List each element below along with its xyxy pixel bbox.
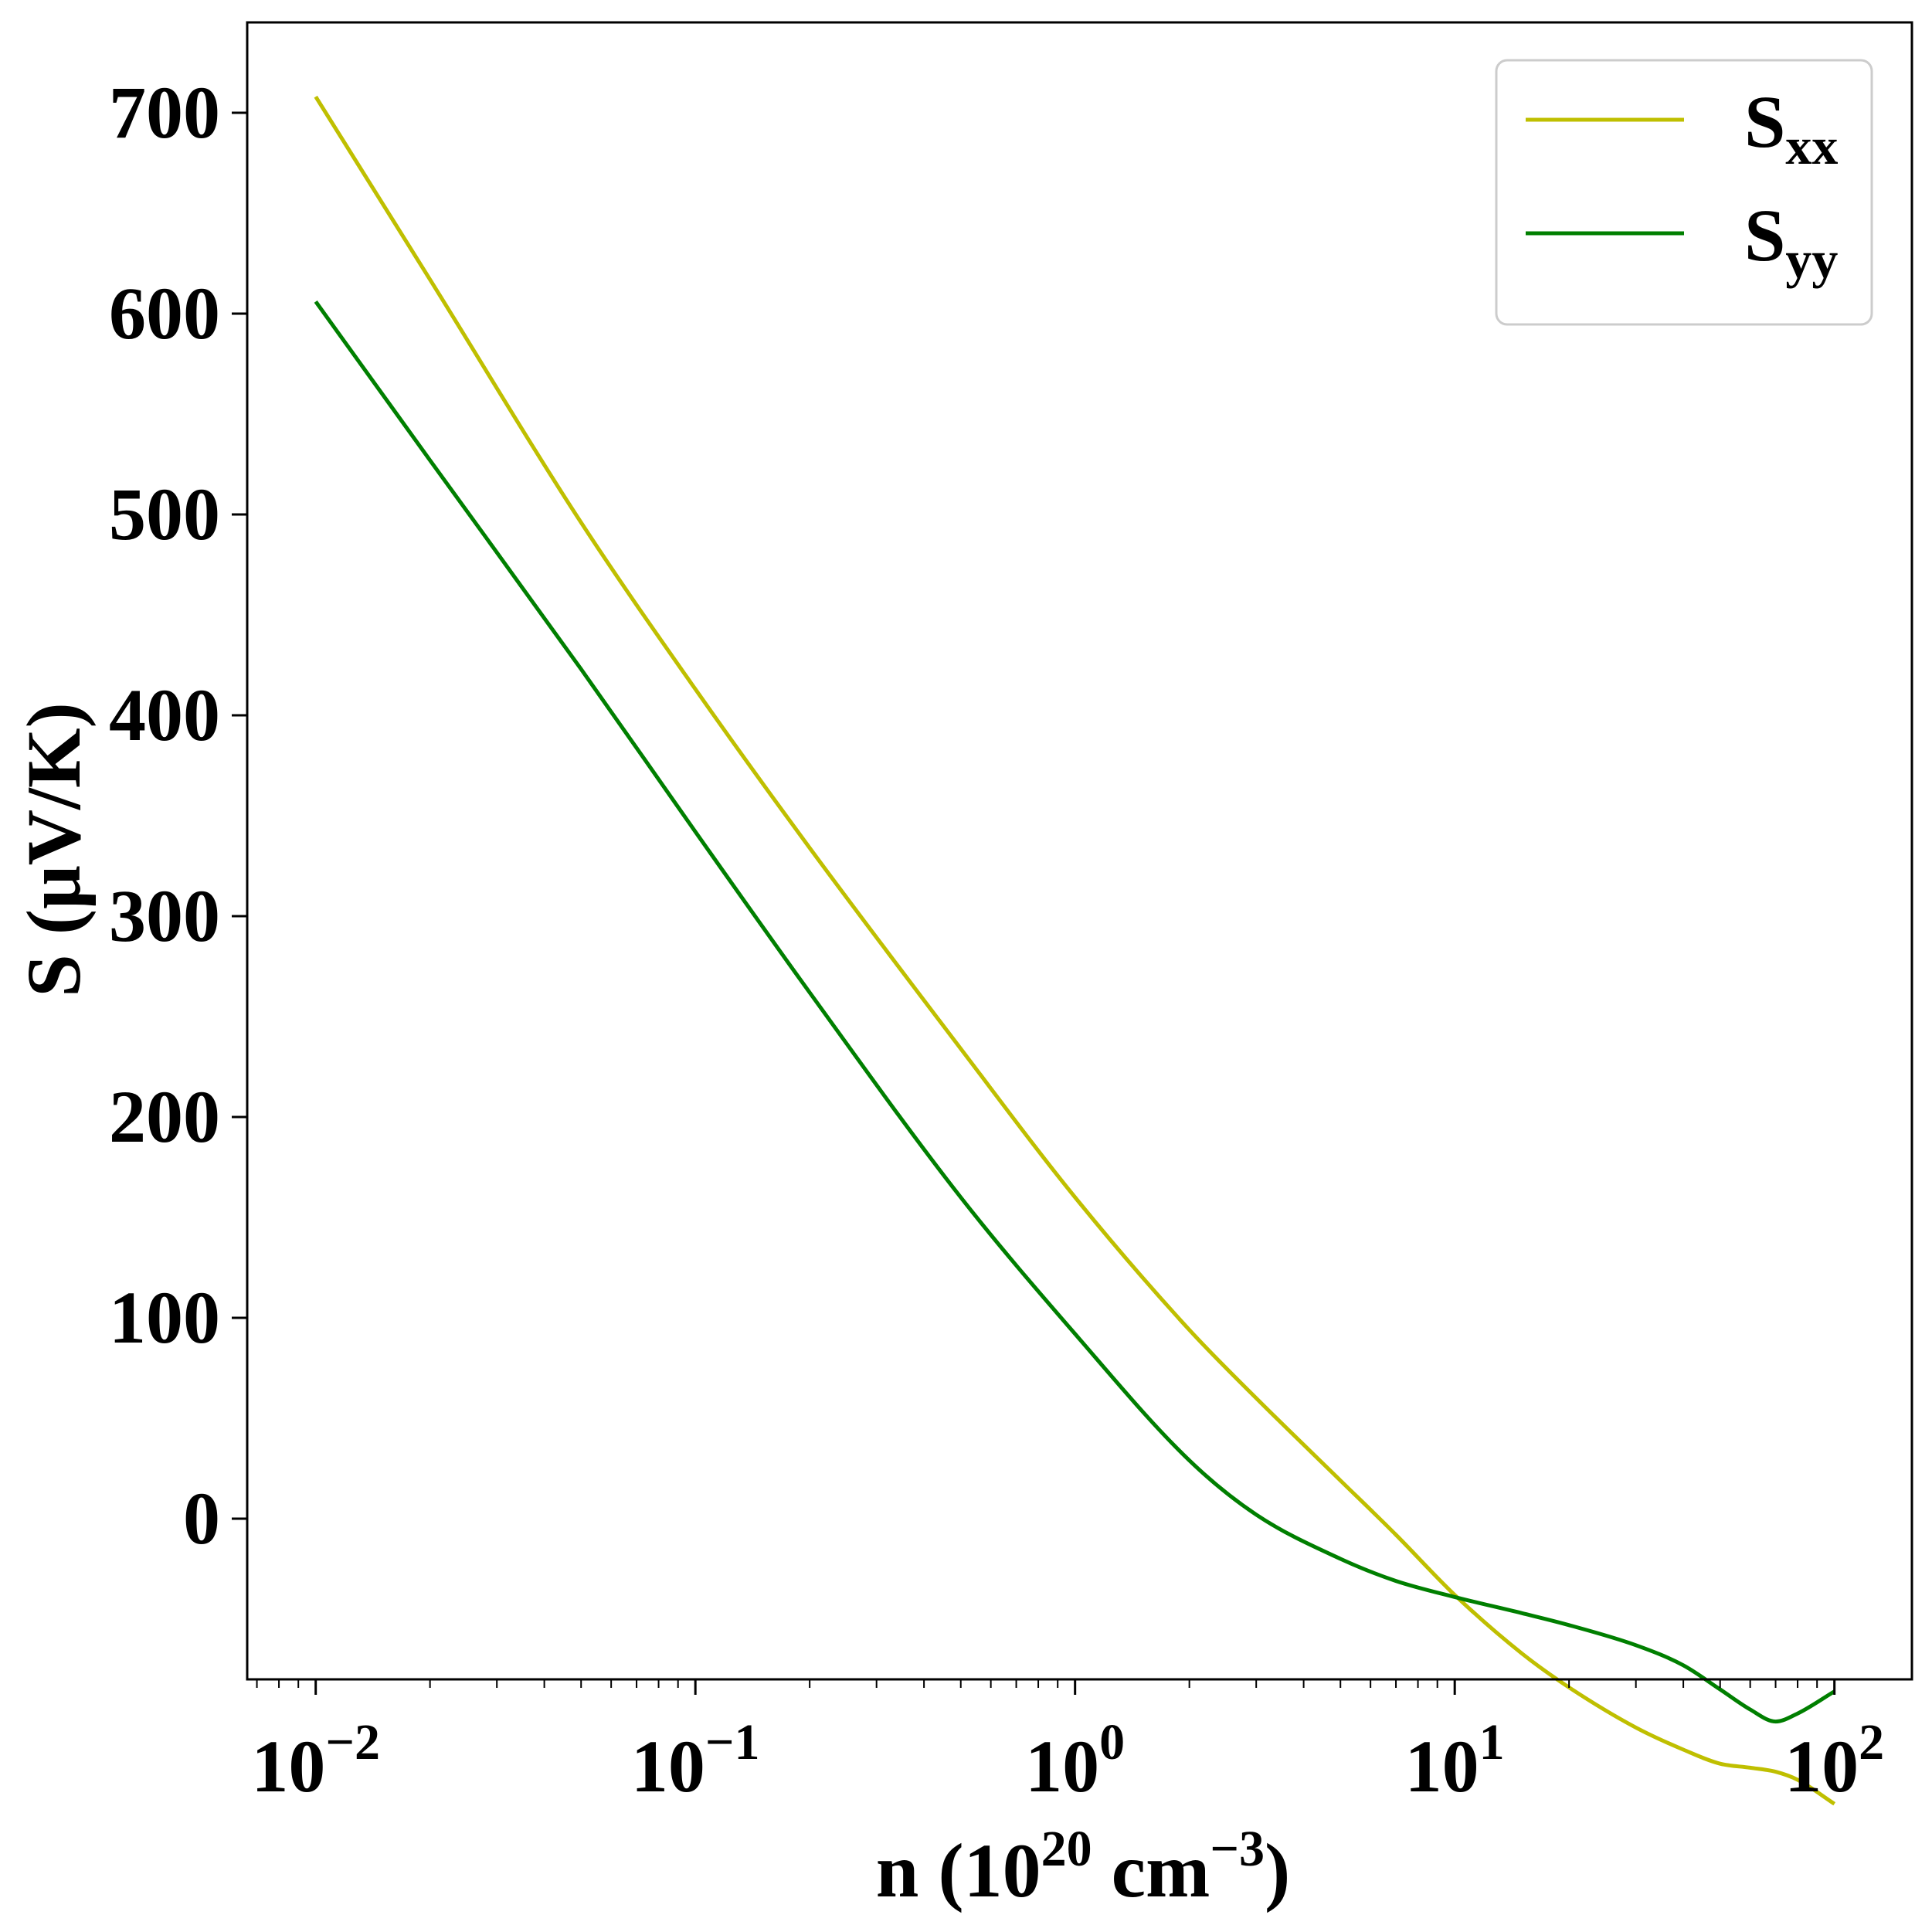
legend-label-syy-subscript: yy bbox=[1785, 230, 1838, 289]
x-axis-label: n (1020 cm−3) bbox=[876, 1821, 1291, 1913]
legend-label-syy-main: S bbox=[1744, 194, 1785, 277]
x-tick-label: 10−1 bbox=[631, 1714, 760, 1808]
plot-lines bbox=[314, 95, 1836, 1806]
plot-area-frame bbox=[246, 21, 1913, 1681]
x-axis-label-unit-exponent: −3 bbox=[1210, 1821, 1265, 1877]
y-tick-label: 200 bbox=[109, 1075, 220, 1158]
legend-label-sxx-subscript: xx bbox=[1785, 117, 1838, 175]
x-tick-label-base: 10 bbox=[1405, 1725, 1479, 1808]
legend: Sxx Syy bbox=[1495, 59, 1873, 326]
y-tick-label: 0 bbox=[183, 1477, 220, 1560]
x-tick-label-exponent: 0 bbox=[1099, 1714, 1125, 1771]
x-axis-label-unit: cm bbox=[1092, 1828, 1210, 1913]
x-axis-label-prefix: n (10 bbox=[876, 1828, 1041, 1913]
x-tick-label: 10−2 bbox=[251, 1714, 380, 1808]
x-tick-label-exponent: 1 bbox=[1479, 1714, 1505, 1771]
series-line-sxx bbox=[314, 95, 1836, 1806]
legend-box bbox=[1495, 59, 1873, 326]
y-axis-ticks: 0 100 200 300 400 500 600 700 bbox=[109, 71, 247, 1560]
legend-label-sxx: Sxx bbox=[1744, 80, 1838, 175]
x-axis-label-exponent: 20 bbox=[1041, 1821, 1092, 1877]
x-tick-label-exponent: 2 bbox=[1859, 1714, 1884, 1771]
x-tick-label-base: 10 bbox=[1025, 1725, 1099, 1808]
x-tick-label: 102 bbox=[1784, 1714, 1884, 1808]
y-tick-label: 300 bbox=[109, 874, 220, 957]
legend-label-sxx-main: S bbox=[1744, 80, 1785, 163]
x-tick-label: 100 bbox=[1025, 1714, 1125, 1808]
x-axis-label-suffix: ) bbox=[1265, 1828, 1290, 1913]
y-tick-label: 600 bbox=[109, 272, 220, 355]
x-tick-label-base: 10 bbox=[1784, 1725, 1859, 1808]
y-axis-label: S (μV/K) bbox=[11, 702, 97, 997]
y-tick-label: 400 bbox=[109, 674, 220, 756]
x-tick-label: 101 bbox=[1405, 1714, 1505, 1808]
x-tick-label-base: 10 bbox=[631, 1725, 705, 1808]
y-tick-label: 700 bbox=[109, 71, 220, 154]
x-tick-label-base: 10 bbox=[251, 1725, 325, 1808]
x-tick-label-exponent: −2 bbox=[325, 1714, 380, 1771]
x-tick-label-exponent: −1 bbox=[705, 1714, 760, 1771]
series-line-syy bbox=[314, 300, 1835, 1724]
x-axis-ticks: 10−2 10−1 100 101 102 bbox=[251, 1679, 1884, 1808]
legend-label-syy: Syy bbox=[1744, 194, 1838, 289]
y-tick-label: 100 bbox=[109, 1276, 220, 1359]
y-tick-label: 500 bbox=[109, 473, 220, 555]
